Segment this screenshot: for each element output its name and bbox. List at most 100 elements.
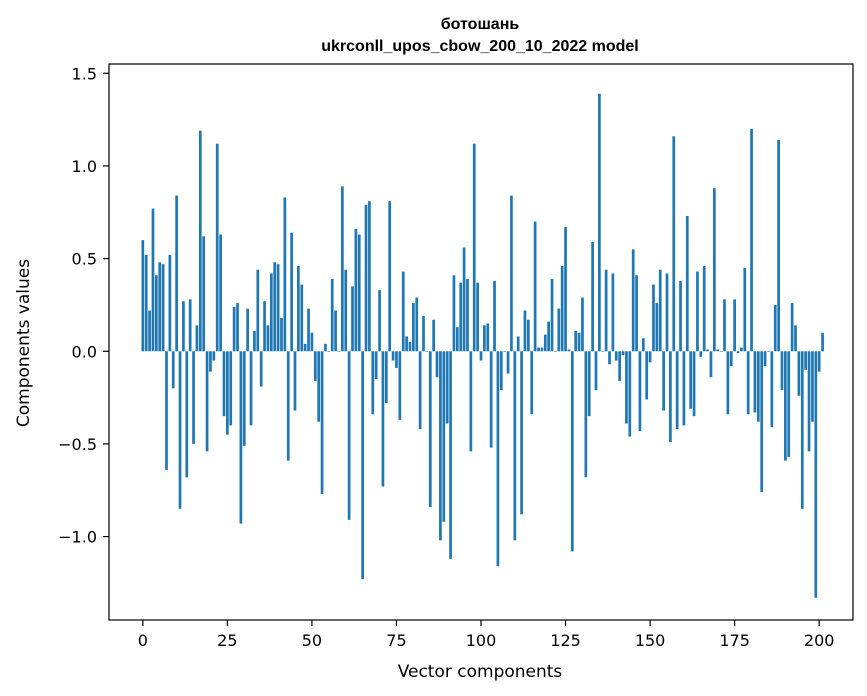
bar-37: [266, 325, 270, 352]
bar-124: [560, 266, 564, 352]
bar-9: [171, 351, 175, 389]
bar-199: [814, 351, 818, 598]
bar-133: [591, 241, 594, 352]
bar-17: [198, 130, 202, 352]
bar-61: [347, 351, 351, 520]
bar-6: [161, 264, 165, 352]
bar-134: [594, 351, 598, 391]
bar-191: [787, 351, 791, 457]
bar-123: [557, 308, 561, 352]
bar-92: [452, 275, 456, 352]
bar-122: [554, 351, 557, 352]
bar-166: [702, 266, 706, 352]
bar-162: [689, 351, 693, 409]
bar-185: [767, 351, 770, 352]
bar-121: [550, 278, 554, 352]
bar-195: [800, 351, 804, 509]
plot-frame: [108, 63, 854, 621]
bar-144: [628, 351, 632, 437]
bar-15: [192, 351, 195, 444]
bar-80: [412, 303, 415, 352]
bar-11: [178, 351, 182, 509]
bar-194: [797, 351, 801, 396]
bar-118: [540, 347, 544, 352]
bar-13: [185, 351, 189, 478]
bar-158: [675, 351, 679, 430]
bar-176: [736, 351, 740, 354]
bar-164: [696, 271, 699, 352]
bar-64: [357, 234, 361, 352]
bar-170: [716, 349, 720, 352]
bar-14: [188, 299, 192, 352]
bar-8: [168, 254, 172, 352]
bar-78: [405, 336, 408, 352]
x-tick-label: 50: [302, 631, 322, 650]
bar-40: [276, 264, 280, 352]
bar-43: [286, 351, 290, 461]
bar-25: [226, 351, 229, 435]
bar-4: [154, 275, 158, 352]
bar-116: [533, 221, 537, 352]
bar-28: [236, 303, 239, 352]
bar-32: [249, 351, 253, 426]
bar-101: [483, 325, 486, 352]
bar-168: [709, 351, 713, 378]
bar-99: [476, 282, 479, 352]
bar-112: [520, 351, 523, 515]
bar-189: [780, 351, 784, 391]
bar-120: [547, 321, 550, 352]
bar-58: [337, 351, 341, 352]
bar-12: [182, 301, 185, 352]
bar-152: [655, 303, 659, 352]
bar-23: [219, 234, 222, 352]
bar-71: [381, 351, 385, 487]
bar-150: [648, 351, 652, 363]
bar-90: [445, 351, 449, 424]
bar-135: [598, 93, 601, 352]
bar-21: [212, 351, 216, 361]
bar-3: [151, 208, 155, 352]
bar-103: [489, 351, 493, 448]
bar-141: [618, 351, 622, 381]
bar-188: [777, 139, 780, 352]
bar-160: [682, 351, 686, 426]
bar-91: [449, 351, 452, 559]
bar-95: [462, 247, 466, 352]
bar-41: [280, 317, 283, 352]
bars-group: [141, 93, 824, 598]
y-axis-ticks: −1.0 −0.5 0.0 0.5 1.0 1.5: [58, 64, 109, 547]
bar-49: [307, 308, 310, 352]
bar-154: [662, 351, 665, 411]
bar-159: [679, 280, 682, 352]
bar-117: [537, 347, 540, 352]
bar-153: [658, 269, 662, 352]
bar-115: [530, 351, 534, 415]
bar-10: [175, 195, 178, 352]
bar-184: [763, 351, 767, 367]
bar-97: [469, 351, 473, 452]
bar-102: [486, 323, 490, 352]
bar-127: [570, 351, 574, 552]
y-tick-label: −1.0: [58, 528, 97, 547]
bar-114: [526, 319, 530, 352]
bar-187: [773, 304, 777, 352]
bar-35: [259, 351, 263, 387]
bar-171: [719, 351, 723, 352]
bar-66: [364, 204, 368, 352]
bar-19: [205, 351, 209, 452]
x-tick-label: 100: [466, 631, 497, 650]
bar-200: [817, 351, 821, 372]
bar-178: [743, 267, 747, 352]
x-tick-label: 0: [138, 631, 148, 650]
bar-172: [723, 299, 726, 352]
bar-82: [418, 351, 422, 430]
bar-143: [625, 351, 628, 424]
bar-129: [577, 332, 581, 352]
bar-53: [320, 351, 324, 494]
bar-62: [351, 286, 354, 352]
bar-74: [391, 351, 395, 361]
bar-104: [493, 280, 496, 352]
bar-130: [581, 297, 584, 352]
bar-142: [621, 351, 625, 355]
